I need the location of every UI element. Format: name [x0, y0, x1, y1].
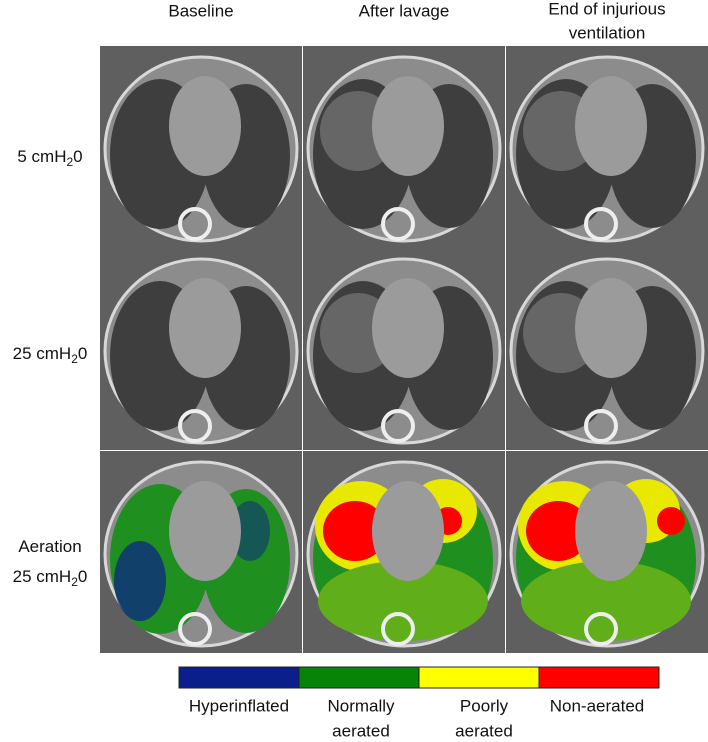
- normal-region: [318, 561, 488, 641]
- ct-image: [506, 451, 708, 653]
- column-header: After lavage: [359, 1, 450, 20]
- heart: [575, 481, 647, 581]
- spine: [381, 612, 415, 646]
- normal-region: [521, 561, 691, 641]
- row-label-subscript: 2: [66, 155, 73, 169]
- row-label-suffix: 0: [78, 567, 87, 586]
- hyper-region: [114, 541, 166, 621]
- column-header: Baseline: [168, 1, 233, 20]
- ct-image: [100, 46, 302, 248]
- legend-label: Hyperinflated: [189, 696, 289, 715]
- heart: [372, 76, 444, 176]
- row-label-text: 25 cmH: [13, 344, 72, 363]
- column-header: End of injurious: [548, 0, 665, 18]
- ct-image: [506, 248, 708, 450]
- legend-label: Non-aerated: [550, 696, 645, 715]
- legend-swatch: [418, 666, 540, 689]
- hyper-region: [230, 501, 270, 561]
- legend-label: Poorly: [460, 696, 509, 715]
- spine: [584, 207, 618, 241]
- heart: [169, 76, 241, 176]
- heart: [575, 76, 647, 176]
- row-label-suffix: 0: [73, 147, 82, 166]
- ct-image: [506, 46, 708, 248]
- ct-image: [303, 451, 505, 653]
- row-label-text: 25 cmH: [13, 567, 72, 586]
- row-label: 25 cmH20: [13, 344, 88, 366]
- legend-label: aerated: [332, 721, 390, 740]
- spine: [178, 207, 212, 241]
- non-region: [657, 507, 685, 535]
- legend-swatch: [298, 666, 420, 689]
- row-label-subscript: 2: [71, 352, 78, 366]
- legend-swatch: [178, 666, 300, 689]
- labels: Baseline After lavage End of injurious vent…: [13, 0, 666, 589]
- row-label-text: 5 cmH: [17, 147, 66, 166]
- ct-image: [303, 46, 505, 248]
- legend-label: aerated: [455, 721, 513, 740]
- column-header: ventilation: [569, 23, 646, 42]
- spine: [178, 612, 212, 646]
- non-region: [526, 501, 590, 561]
- heart: [169, 278, 241, 378]
- ct-image: [303, 248, 505, 450]
- row-label-suffix: 0: [78, 344, 87, 363]
- row-label: Aeration: [18, 537, 81, 556]
- ct-panels: [100, 46, 708, 653]
- non-region: [323, 501, 387, 561]
- legend: Hyperinflated Normally aerated Poorly aerate…: [178, 666, 660, 740]
- row-label-text: Aeration: [18, 537, 81, 556]
- legend-swatch: [538, 666, 660, 689]
- row-label: 5 cmH20: [17, 147, 82, 169]
- spine: [584, 612, 618, 646]
- row-label: 25 cmH20: [13, 567, 88, 589]
- heart: [575, 278, 647, 378]
- heart: [372, 278, 444, 378]
- ct-image: [100, 248, 302, 450]
- spine: [381, 409, 415, 443]
- heart: [169, 481, 241, 581]
- ct-image: [100, 451, 302, 653]
- legend-label: Normally: [327, 696, 395, 715]
- spine: [584, 409, 618, 443]
- row-label-subscript: 2: [71, 575, 78, 589]
- spine: [381, 207, 415, 241]
- spine: [178, 409, 212, 443]
- heart: [372, 481, 444, 581]
